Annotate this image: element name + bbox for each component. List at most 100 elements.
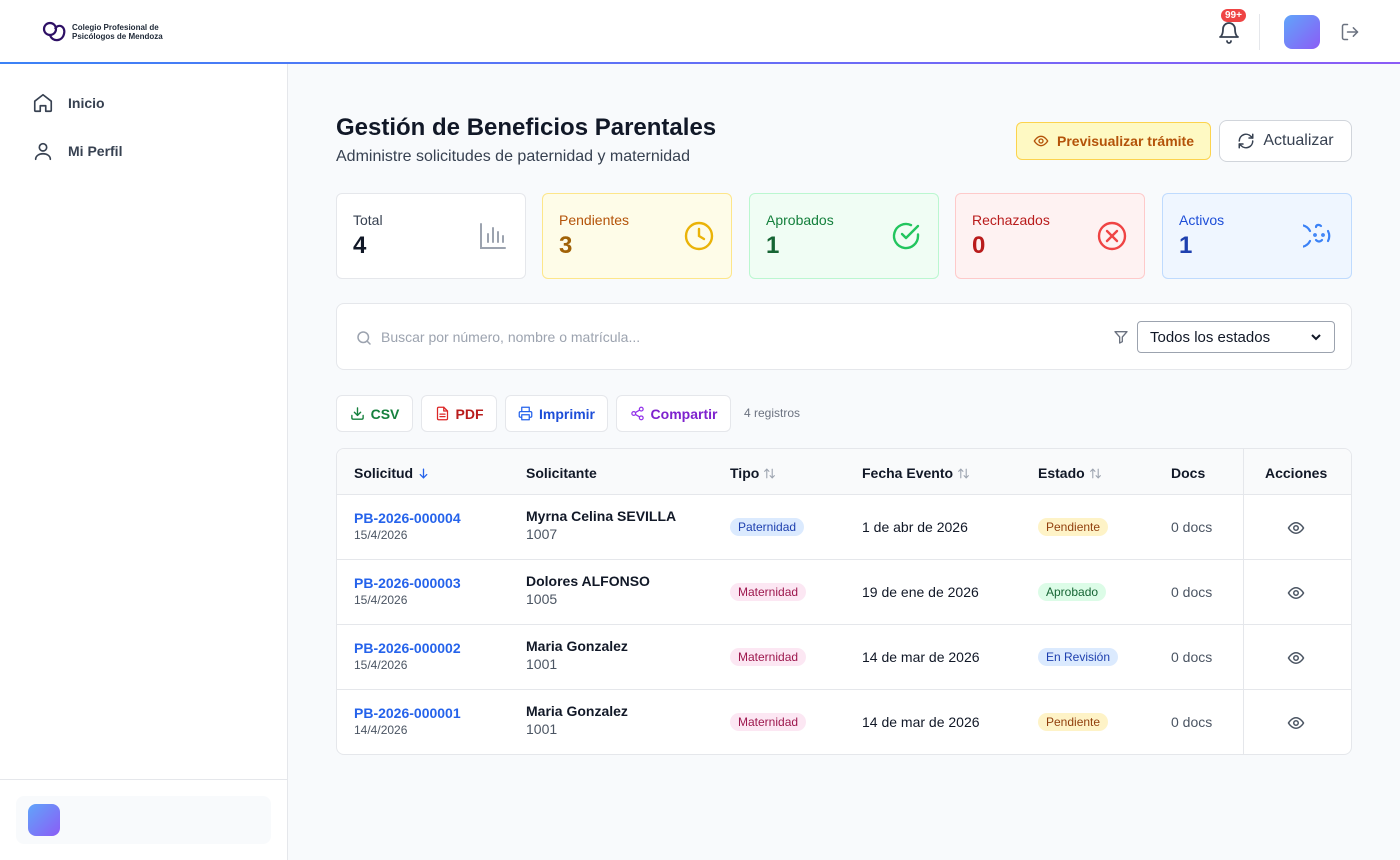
column-header-label: Docs	[1171, 465, 1206, 481]
applicant-matricula: 1001	[526, 656, 558, 672]
request-id-link[interactable]: PB-2026-000002	[354, 640, 461, 656]
refresh-button[interactable]: Actualizar	[1219, 120, 1352, 162]
request-date: 15/4/2026	[354, 658, 408, 672]
stat-card-activos: Activos 1	[1162, 193, 1352, 279]
docs-count: 0 docs	[1171, 584, 1213, 600]
page-title: Gestión de Beneficios Parentales	[336, 114, 717, 141]
column-header-fecha-evento[interactable]: Fecha Evento	[862, 465, 970, 481]
logo[interactable]: Colegio Profesional de Psicólogos de Men…	[42, 20, 163, 44]
table-header: Solicitud Solicitante Tipo Fecha Evento …	[337, 449, 1351, 495]
column-header-estado[interactable]: Estado	[1038, 465, 1102, 481]
column-header-docs: Docs	[1171, 465, 1205, 481]
request-id-link[interactable]: PB-2026-000001	[354, 705, 461, 721]
type-badge: Maternidad	[730, 583, 807, 601]
sidebar: Inicio Mi Perfil	[0, 64, 288, 860]
view-eye-icon[interactable]	[1287, 714, 1305, 732]
request-cell: PB-2026-000004 15/4/2026	[354, 510, 461, 542]
event-date: 14 de mar de 2026	[862, 649, 980, 665]
request-cell: PB-2026-000001 14/4/2026	[354, 705, 461, 737]
printer-icon	[518, 406, 533, 421]
type-badge: Maternidad	[730, 648, 807, 666]
sort-icon	[764, 468, 776, 478]
csv-button[interactable]: CSV	[336, 395, 413, 432]
status-cell: En Revisión	[1038, 648, 1119, 666]
header-divider	[1259, 14, 1260, 50]
logo-line-1: Colegio Profesional de	[72, 23, 159, 32]
request-date: 14/4/2026	[354, 723, 408, 737]
sidebar-footer	[0, 779, 287, 860]
column-header-solicitante: Solicitante	[526, 465, 597, 481]
status-badge: Pendiente	[1038, 713, 1109, 731]
filter-bar: Todos los estados	[336, 303, 1352, 370]
type-badge: Maternidad	[730, 713, 807, 731]
docs-count: 0 docs	[1171, 714, 1213, 730]
clock-icon	[684, 221, 714, 251]
request-date: 15/4/2026	[354, 528, 408, 542]
filter-icon	[1114, 331, 1128, 344]
stat-label: Rechazados	[972, 212, 1050, 228]
applicant-matricula: 1007	[526, 526, 558, 542]
search-input[interactable]	[381, 324, 1081, 350]
header-accent-line	[0, 62, 1400, 64]
applicant-name: Dolores ALFONSO	[526, 573, 650, 589]
bar-chart-icon	[480, 223, 506, 249]
sort-icon	[958, 468, 969, 478]
table-row: PB-2026-000003 15/4/2026 Dolores ALFONSO…	[337, 560, 1351, 625]
column-header-label: Acciones	[1265, 465, 1328, 481]
user-avatar[interactable]	[1284, 15, 1320, 49]
share-icon	[630, 406, 644, 421]
share-button[interactable]: Compartir	[616, 395, 731, 432]
stat-card-aprobados: Aprobados 1	[749, 193, 939, 279]
request-id-link[interactable]: PB-2026-000004	[354, 510, 461, 526]
print-button[interactable]: Imprimir	[505, 395, 608, 432]
stat-card-pendientes: Pendientes 3	[542, 193, 732, 279]
event-date: 1 de abr de 2026	[862, 519, 968, 535]
bell-icon[interactable]	[1217, 20, 1241, 44]
view-eye-icon[interactable]	[1287, 649, 1305, 667]
stat-value: 1	[1179, 232, 1193, 259]
type-cell: Maternidad	[730, 713, 807, 731]
applicant-matricula: 1001	[526, 721, 558, 737]
pdf-button[interactable]: PDF	[421, 395, 497, 432]
status-cell: Pendiente	[1038, 713, 1109, 731]
preview-button[interactable]: Previsualizar trámite	[1016, 122, 1211, 160]
pdf-button-label: PDF	[455, 405, 484, 422]
page-subtitle: Administre solicitudes de paternidad y m…	[336, 148, 690, 165]
sidebar-item-label: Inicio	[68, 95, 105, 111]
column-header-label: Tipo	[730, 465, 760, 481]
status-cell: Aprobado	[1038, 583, 1107, 601]
download-icon	[350, 407, 364, 420]
stat-value: 1	[766, 232, 780, 259]
sidebar-item-label: Mi Perfil	[68, 143, 123, 159]
logout-icon[interactable]	[1340, 22, 1360, 42]
table-row: PB-2026-000004 15/4/2026 Myrna Celina SE…	[337, 495, 1351, 560]
request-cell: PB-2026-000003 15/4/2026	[354, 575, 461, 607]
applicant-cell: Myrna Celina SEVILLA 1007	[526, 508, 676, 542]
chevron-down-icon	[1311, 334, 1321, 341]
docs-count: 0 docs	[1171, 649, 1213, 665]
column-header-label: Solicitante	[526, 465, 597, 481]
docs-count: 0 docs	[1171, 519, 1213, 535]
column-header-solicitud[interactable]: Solicitud	[354, 465, 430, 481]
requests-table: Solicitud Solicitante Tipo Fecha Evento …	[336, 448, 1352, 755]
sidebar-item-inicio[interactable]: Inicio	[32, 92, 105, 114]
status-badge: En Revisión	[1038, 648, 1119, 666]
request-id-link[interactable]: PB-2026-000003	[354, 575, 461, 591]
view-eye-icon[interactable]	[1287, 584, 1305, 602]
state-select[interactable]: Todos los estados	[1137, 321, 1335, 353]
column-header-label: Estado	[1038, 465, 1085, 481]
print-button-label: Imprimir	[538, 405, 595, 422]
status-cell: Pendiente	[1038, 518, 1109, 536]
column-header-label: Fecha Evento	[862, 465, 954, 481]
table-row: PB-2026-000002 15/4/2026 Maria Gonzalez …	[337, 625, 1351, 690]
search-icon	[357, 331, 371, 345]
request-cell: PB-2026-000002 15/4/2026	[354, 640, 461, 672]
logo-line-2: Psicólogos de Mendoza	[72, 32, 163, 41]
baby-icon	[1303, 223, 1331, 248]
column-header-tipo[interactable]: Tipo	[730, 465, 776, 481]
user-card[interactable]	[16, 796, 271, 844]
sort-desc-icon	[419, 468, 428, 478]
notification-badge: 99+	[1221, 9, 1246, 22]
view-eye-icon[interactable]	[1287, 519, 1305, 537]
sidebar-item-mi-perfil[interactable]: Mi Perfil	[32, 140, 122, 162]
